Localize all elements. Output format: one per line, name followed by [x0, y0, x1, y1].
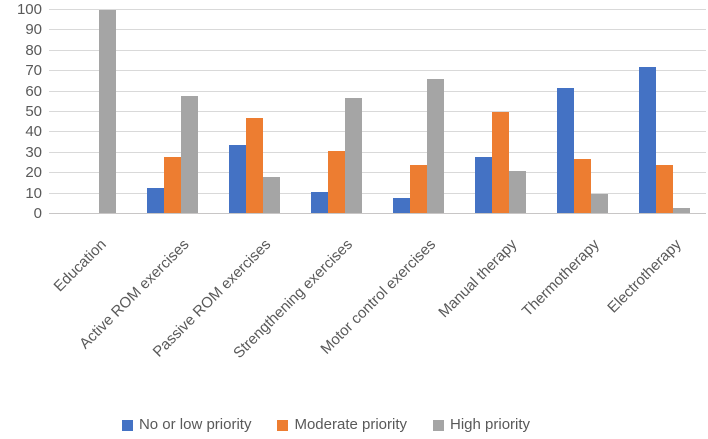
bar: [656, 165, 674, 214]
gridline: [49, 192, 706, 194]
y-tick-label: 70: [25, 62, 42, 80]
gridline: [49, 172, 706, 174]
y-tick-label: 30: [25, 143, 42, 161]
legend-swatch: [433, 419, 445, 431]
x-category-label: Manual therapy: [435, 236, 521, 322]
bar: [344, 97, 362, 214]
legend-label: Moderate priority: [294, 416, 408, 433]
x-category-label: Thermotherapy: [518, 236, 603, 320]
x-category-label: Electrotherapy: [604, 236, 685, 317]
bar-group: [378, 10, 460, 214]
x-category-label: Education: [50, 236, 111, 296]
legend: No or low priority Moderate priority High …: [0, 412, 708, 438]
bar-group: [295, 10, 377, 214]
y-axis: 0 10 20 30 40 50 60 70 80 90 100: [0, 0, 42, 230]
gridline: [49, 90, 706, 92]
bar: [245, 118, 263, 214]
bar: [673, 207, 691, 214]
gridline: [49, 131, 706, 133]
bar: [509, 171, 527, 214]
bar: [557, 87, 575, 214]
bar: [327, 150, 345, 214]
bar: [427, 79, 445, 214]
bar-group: [624, 10, 706, 214]
y-tick-label: 20: [25, 164, 42, 182]
bar-group: [542, 10, 624, 214]
bar: [163, 156, 181, 214]
gridlines: [49, 9, 706, 214]
bar: [98, 10, 116, 214]
bar: [410, 165, 428, 214]
y-tick-label: 100: [16, 1, 42, 18]
y-tick-label: 40: [25, 123, 42, 141]
legend-item: No or low priority: [121, 415, 252, 435]
legend-swatch: [121, 419, 133, 431]
legend-item: Moderate priority: [277, 415, 407, 435]
bar: [591, 193, 609, 214]
legend-label: No or low priority: [138, 416, 252, 433]
bar: [146, 187, 164, 214]
gridline: [49, 151, 706, 153]
plot-area: [49, 9, 706, 214]
y-tick-label: 10: [25, 184, 42, 202]
legend-swatch: [277, 419, 289, 431]
gridline: [49, 70, 706, 72]
bar: [475, 156, 493, 214]
bar: [492, 112, 510, 214]
legend-item: High priority: [433, 415, 530, 435]
bar-group: [131, 10, 213, 214]
bar: [310, 191, 328, 214]
gridline: [49, 111, 706, 112]
y-tick-label: 0: [33, 205, 42, 222]
bar: [228, 144, 246, 214]
y-tick-label: 90: [25, 21, 42, 39]
bar: [639, 67, 657, 214]
gridline: [49, 49, 706, 51]
bar-group: [460, 10, 542, 214]
x-axis-labels: Education Active ROM exercises Passive ROM…: [50, 236, 685, 362]
y-tick-label: 60: [25, 82, 42, 100]
bar: [262, 177, 280, 214]
bar-group: [213, 10, 295, 214]
gridline: [49, 9, 706, 10]
bar: [574, 158, 592, 214]
bar: [393, 197, 411, 214]
bar: [180, 95, 198, 214]
gridline: [49, 29, 706, 31]
y-tick-label: 50: [25, 103, 42, 120]
legend-label: High priority: [450, 416, 531, 433]
x-axis-line: [49, 213, 706, 214]
bar-groups: [49, 10, 706, 214]
y-tick-label: 80: [25, 41, 42, 59]
